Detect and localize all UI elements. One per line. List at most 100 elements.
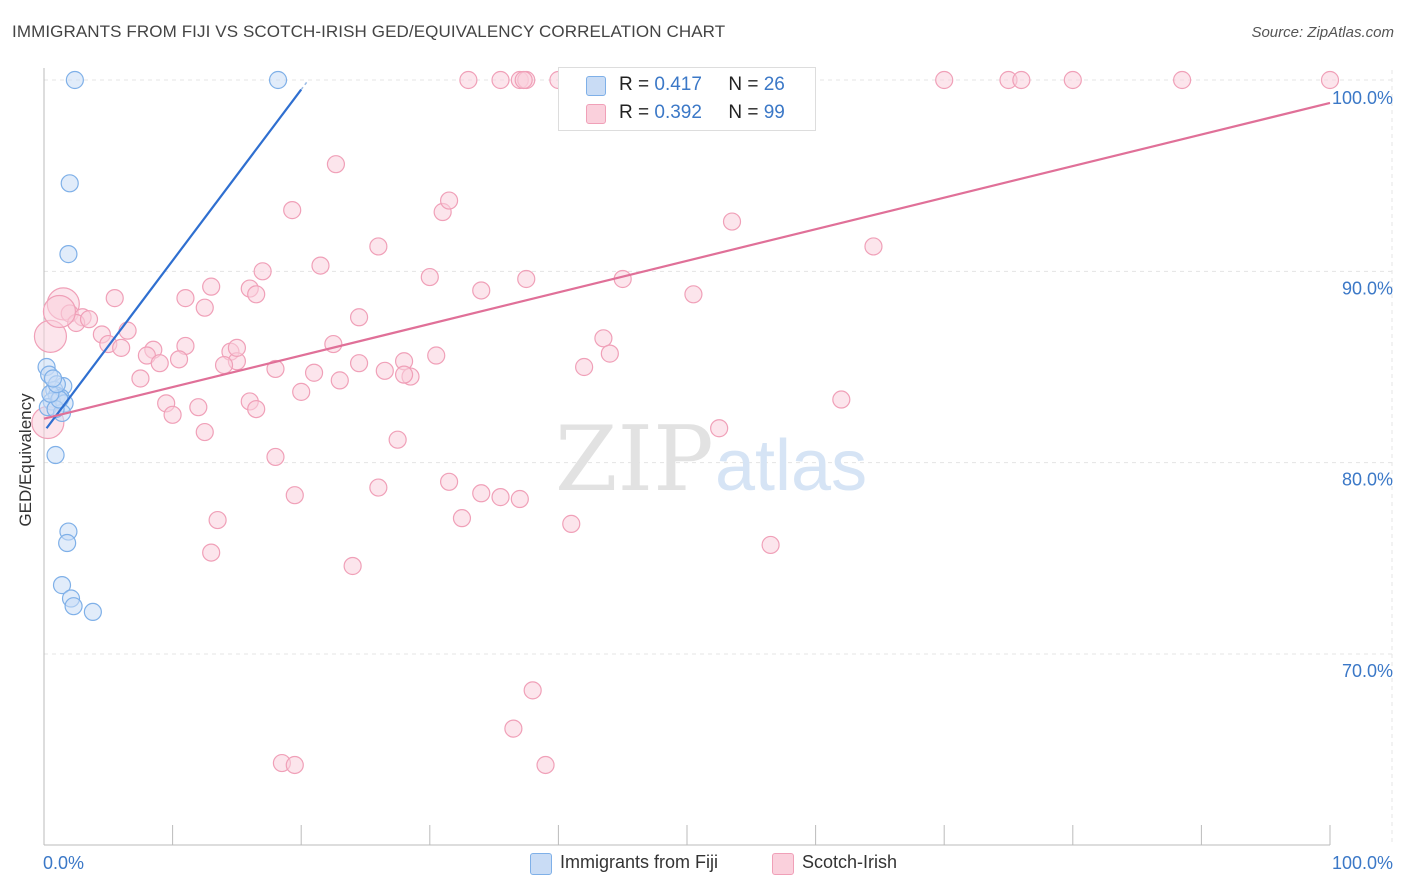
scotch-irish-point-72 xyxy=(388,430,407,449)
scotch-irish-point-96 xyxy=(330,371,349,390)
scotch-irish-point-94 xyxy=(227,338,246,357)
correlation-legend: R = 0.417 N = 26 R = 0.392 N = 99 xyxy=(558,67,816,131)
fiji-point-18 xyxy=(46,445,65,465)
scotch-irish-point-32 xyxy=(176,289,195,308)
scotch-irish-point-75 xyxy=(369,478,388,497)
scotch-irish-point-11 xyxy=(1063,70,1082,90)
scotch-irish-point-16 xyxy=(283,201,302,220)
y-tick-label-100: 100.0% xyxy=(1332,88,1393,108)
scotch-irish-point-21 xyxy=(864,237,883,256)
series-legend: Immigrants from Fiji Scotch-Irish xyxy=(0,852,1406,878)
scotch-irish-point-1 xyxy=(491,70,510,90)
fiji-point-0 xyxy=(65,70,84,90)
scotch-irish-point-51 xyxy=(427,346,446,365)
scotch-irish-point-98 xyxy=(163,405,182,424)
legend-n-value: 26 xyxy=(763,74,785,95)
scotch-irish-point-67 xyxy=(247,399,266,419)
scotch-irish-point-10 xyxy=(1012,70,1031,90)
scotch-irish-point-90 xyxy=(536,755,555,775)
trend-lines xyxy=(43,80,1331,429)
scotch-irish-point-20 xyxy=(369,237,388,256)
fiji-point-3 xyxy=(59,245,78,264)
scotch-irish-point-73 xyxy=(266,447,285,467)
scotch-irish-point-56 xyxy=(150,354,169,373)
source-label: Source: ZipAtlas.com xyxy=(1251,24,1394,41)
scotch-irish-point-84 xyxy=(202,543,221,562)
scotch-irish-points xyxy=(31,70,1340,775)
watermark-zip: ZIP xyxy=(555,407,714,512)
scotch-irish-point-33 xyxy=(247,285,266,304)
scotch-irish-point-38 xyxy=(349,308,369,327)
fiji-trend-line xyxy=(45,88,303,429)
scotch-irish-point-57 xyxy=(349,354,369,373)
scotch-irish-point-22 xyxy=(311,256,330,275)
fiji-point-23 xyxy=(64,597,83,616)
scotch-irish-point-29 xyxy=(472,281,491,300)
scotch-irish-point-18 xyxy=(439,191,459,210)
scotch-irish-point-12 xyxy=(1173,70,1192,90)
scotch-irish-point-74 xyxy=(439,472,459,491)
scotch-irish-point-80 xyxy=(452,509,472,528)
scotch-irish-point-86 xyxy=(523,681,542,700)
scotch-irish-point-89 xyxy=(285,755,304,775)
x-tick-label-min: 0.0% xyxy=(43,853,84,873)
series-label-fiji: Immigrants from Fiji xyxy=(560,852,719,872)
scotch-irish-point-92 xyxy=(42,294,77,329)
scotch-irish-point-25 xyxy=(517,269,536,289)
scotch-irish-point-0 xyxy=(459,70,478,90)
scotch-irish-point-93 xyxy=(79,310,99,329)
axes xyxy=(43,68,1331,846)
legend-r-label: R = xyxy=(619,74,650,95)
scotch-irish-point-59 xyxy=(375,361,394,380)
fiji-points xyxy=(37,70,288,622)
scotch-irish-point-62 xyxy=(131,369,150,388)
scotch-irish-point-97 xyxy=(575,357,594,377)
legend-swatch-fiji xyxy=(586,76,606,96)
scotch-irish-point-53 xyxy=(169,350,189,369)
legend-swatch-scotch-irish xyxy=(586,104,606,124)
watermark-atlas: atlas xyxy=(715,426,867,506)
scotch-irish-point-85 xyxy=(343,556,362,576)
scotch-irish-point-14 xyxy=(514,70,533,90)
scotch-irish-point-78 xyxy=(491,488,510,507)
fiji-point-2 xyxy=(60,174,79,193)
fiji-point-1 xyxy=(268,70,288,90)
scotch-irish-point-58 xyxy=(214,355,234,375)
scotch-irish-point-23 xyxy=(253,262,272,281)
scotch-irish-point-46 xyxy=(112,338,131,357)
legend-r-value: 0.392 xyxy=(654,102,702,123)
scotch-irish-point-77 xyxy=(472,484,491,503)
series-swatch-fiji xyxy=(530,853,552,875)
scotch-irish-point-15 xyxy=(326,155,346,174)
legend-n-label: N = xyxy=(728,102,759,123)
fiji-point-25 xyxy=(43,369,63,388)
scotch-irish-point-31 xyxy=(105,289,124,308)
scotch-irish-point-8 xyxy=(935,70,954,90)
legend-n-label: N = xyxy=(728,74,759,95)
scotch-irish-point-13 xyxy=(1320,70,1340,90)
legend-r-value: 0.417 xyxy=(654,74,702,95)
scotch-irish-point-35 xyxy=(195,298,214,317)
fiji-point-20 xyxy=(58,533,77,553)
scotch-irish-point-81 xyxy=(208,510,227,530)
scotch-irish-point-91 xyxy=(394,365,414,384)
scotch-irish-point-66 xyxy=(189,398,208,417)
scotch-irish-point-30 xyxy=(684,285,703,304)
scotch-irish-point-50 xyxy=(600,344,619,363)
scotch-irish-point-79 xyxy=(510,489,529,509)
scotch-irish-point-71 xyxy=(195,422,214,442)
x-tick-label-max: 100.0% xyxy=(1332,853,1393,873)
y-tick-label-80: 80.0% xyxy=(1342,470,1393,490)
legend-r-label: R = xyxy=(619,102,650,123)
series-label-scotch-irish: Scotch-Irish xyxy=(802,852,898,872)
scotch-irish-point-70 xyxy=(710,419,729,438)
scotch-irish-point-83 xyxy=(761,535,780,555)
scotch-irish-point-95 xyxy=(266,359,285,379)
scotch-irish-point-28 xyxy=(202,277,221,296)
chart-title: IMMIGRANTS FROM FIJI VS SCOTCH-IRISH GED… xyxy=(12,22,726,41)
scotch-irish-point-63 xyxy=(292,382,311,401)
legend-n-value: 99 xyxy=(763,102,785,123)
scotch-irish-point-87 xyxy=(504,719,523,738)
watermark: ZIP atlas xyxy=(555,407,867,512)
